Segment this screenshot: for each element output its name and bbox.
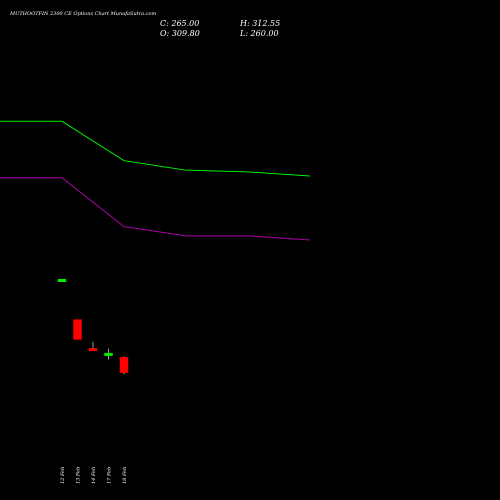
high-readout: H: 312.55 xyxy=(239,19,280,28)
indicator-line-1 xyxy=(0,120,311,177)
x-tick-label: 18 Feb xyxy=(122,467,128,484)
open-readout: O: 309.80 xyxy=(160,29,200,38)
x-axis-ticks: 12 Feb 13 Feb 14 Feb 17 Feb 18 Feb xyxy=(60,467,128,484)
x-tick-label: 12 Feb xyxy=(60,467,66,484)
x-tick-label: 13 Feb xyxy=(76,467,82,484)
x-tick-label: 17 Feb xyxy=(107,467,113,484)
indicator-lines xyxy=(0,120,311,241)
candles xyxy=(57,279,129,375)
indicator-line-2 xyxy=(0,177,311,241)
close-readout: C: 265.00 xyxy=(160,19,199,28)
candle-body-4 xyxy=(104,352,113,356)
x-tick-label: 14 Feb xyxy=(91,467,97,484)
candle-body-1 xyxy=(57,279,67,283)
low-readout: L: 260.00 xyxy=(239,29,279,38)
candle-body-2 xyxy=(73,319,82,340)
candle-body-5 xyxy=(119,357,129,373)
candle-body-3 xyxy=(88,348,98,352)
chart-title: MUTHOOTFIN 2300 CE Options Chart MunafaS… xyxy=(9,11,156,17)
